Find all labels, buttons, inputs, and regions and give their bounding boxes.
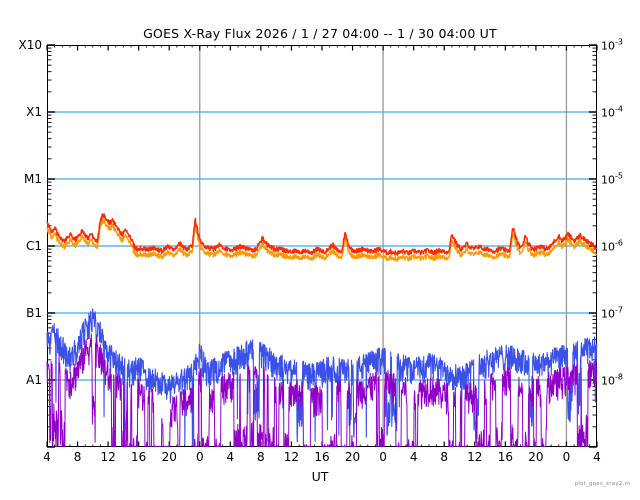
x-axis-labels: 4 8 12 16 20 0 4 8 12 16 20 0 4 8 12 16 20 0 4: [43, 450, 601, 468]
x-axis-tick-label-2: 12: [100, 450, 116, 464]
x-axis-tick-label-4: 20: [161, 450, 177, 464]
y-axis-label-x1: X1: [26, 105, 42, 119]
x-axis-tick-label-12: 4: [409, 450, 418, 464]
y-axis-label-a1: A1: [26, 373, 42, 387]
x-axis-tick-label-8: 12: [283, 450, 300, 464]
x-axis-tick-label-3: 16: [131, 450, 147, 464]
y-axis-right-label-2: 10-5: [601, 171, 623, 187]
y-axis-left-labels: X10 X1 M1 C1 B1 A1: [0, 38, 43, 447]
x-axis-tick-label-6: 4: [226, 450, 235, 464]
y-axis-right-label-3: 10-6: [601, 238, 623, 254]
x-axis-tick-label-14: 12: [467, 450, 483, 464]
x-axis-tick-label-11: 0: [379, 450, 387, 464]
x-axis-title: UT: [311, 469, 329, 484]
y-axis-right-label-0: 10-3: [601, 37, 623, 53]
x-axis-tick-label-1: 8: [73, 450, 82, 464]
y-axis-label-x10: X10: [18, 38, 43, 52]
x-axis-tick-label-18: 4: [593, 450, 601, 464]
x-axis-tick-label-16: 20: [528, 450, 544, 464]
x-axis-tick-label-5: 0: [195, 450, 204, 464]
y-axis-label-c1: C1: [25, 239, 42, 253]
watermark-label: plot_goes_xray2.m: [574, 481, 630, 487]
x-axis-tick-label-17: 0: [562, 450, 571, 464]
x-axis-tick-label-0: 4: [43, 450, 51, 464]
y-axis-label-b1: B1: [26, 306, 42, 320]
page-title: GOES X-Ray Flux 2026 / 1 / 27 04:00 -- 1…: [143, 26, 497, 41]
x-axis-tick-label-10: 20: [344, 450, 361, 464]
y-axis-right-label-1: 10-4: [601, 104, 623, 120]
chart-canvas: [46, 44, 598, 448]
y-axis-label-m1: M1: [24, 172, 42, 186]
x-axis-tick-label-15: 16: [497, 450, 513, 464]
x-axis-tick-label-9: 16: [314, 450, 330, 464]
x-axis-tick-label-13: 8: [440, 450, 449, 464]
y-axis-right-label-4: 10-7: [601, 305, 623, 321]
x-axis-tick-label-7: 8: [257, 450, 265, 464]
plot-area: [46, 44, 598, 448]
y-axis-right-label-5: 10-8: [601, 372, 623, 388]
y-axis-right-labels: 10-3 10-4 10-5 10-6 10-7 10-8: [601, 38, 640, 447]
